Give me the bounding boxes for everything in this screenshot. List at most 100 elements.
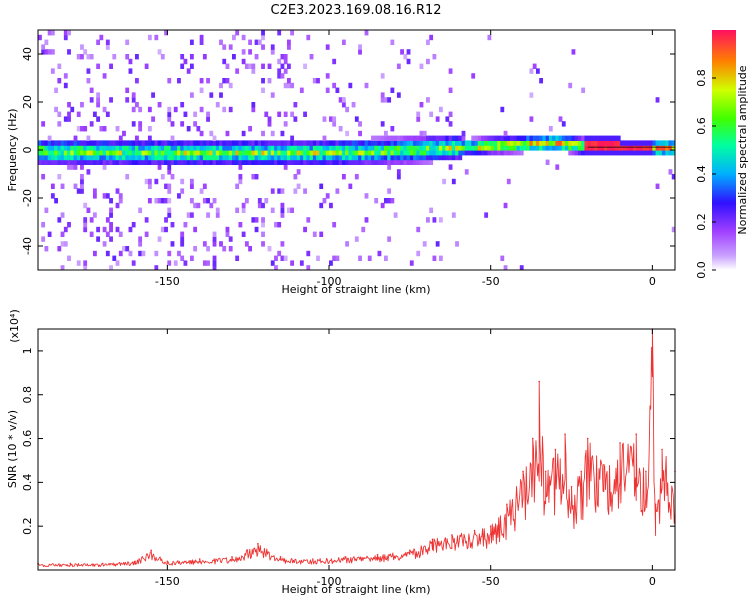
spectrogram-cell [89,217,94,223]
spectrogram-cell [610,145,615,151]
spectrogram-cell [377,250,382,257]
spectrogram-cell [261,159,265,165]
spectrogram-cell [89,159,94,165]
spectrogram-cell [183,159,188,165]
spectrogram-cell [354,140,359,146]
spectrogram-cell [574,140,579,146]
spectrogram-cell [613,140,618,146]
spectrogram-cell [270,260,275,266]
spectrogram-cell [261,241,265,247]
spectrogram-cell [125,145,130,151]
spectrogram-cell [455,150,459,156]
spectrogram-cell [105,111,110,117]
spectrogram-cell [196,126,201,132]
spectrogram-cell [160,54,165,60]
y-tick-label: 0.2 [21,517,34,535]
spectrogram-cell [257,154,262,161]
spectrogram-cell [135,154,139,161]
x-tick-label: -50 [482,575,500,588]
spectrogram-cell [57,217,62,223]
spectrogram-cell [105,159,110,165]
spectrogram-cell [364,159,369,165]
spectrogram-cell [251,217,256,223]
spectrogram-cell [183,222,188,228]
spectrogram-cell [196,202,201,209]
spectrogram-cell [270,154,275,161]
spectrogram-cell [57,145,62,151]
spectrogram-cell [426,159,430,165]
spectrogram-cell [519,150,524,156]
spectrogram-cell [490,150,495,156]
spectrogram-cell [177,250,181,257]
spectrogram-cell [500,140,505,146]
spectrogram-cell [144,150,149,156]
spectrogram-cell [235,255,240,261]
spectrogram-cell [41,174,46,180]
spectrogram-cell [228,145,233,151]
spectrogram-cell [164,159,168,165]
spectrogram-cell [523,140,527,146]
spectrogram-cell [345,140,350,146]
spectrogram-cell [303,150,307,156]
spectrogram-cell [92,250,97,257]
spectrogram-cell [147,34,152,41]
spectrogram-cell [277,30,282,36]
spectrogram-cell [448,121,453,127]
spectrogram-cell [109,154,113,161]
spectrogram-cell [345,130,350,137]
spectrogram-cell [109,159,113,165]
spectrogram-cell [396,174,401,180]
spectrogram-cell [500,145,505,151]
spectrogram-cell [105,193,110,199]
spectrogram-cell [254,174,259,180]
spectrogram-cell [396,159,401,165]
spectrogram-cell [63,159,68,165]
spectrogram-cell [144,217,149,223]
spectrogram-cell [390,140,395,146]
snr-data-point [538,380,540,383]
spectrogram-cell [306,265,311,270]
spectrogram-cell [500,255,505,261]
spectrogram-cell [238,178,243,185]
colorbar-label: Normalized spectral amplitude [736,65,749,234]
spectrogram-cell [189,54,194,60]
spectrogram-cell [257,159,262,165]
spectrogram-cell [67,154,71,161]
spectrogram-cell [38,150,42,156]
spectrogram-cell [164,154,168,161]
spectrogram-cell [422,241,427,247]
spectrogram-cell [322,140,327,146]
spectrogram-cell [296,150,301,156]
spectrogram-cell [267,63,272,69]
spectrogram-cell [426,58,430,65]
spectrogram-cell [274,140,278,146]
spectrogram-cell [277,250,282,257]
spectrogram-cell [561,121,566,127]
spectrogram-cell [189,255,194,261]
spectrogram-cell [445,150,450,156]
spectrogram-cell [141,154,146,161]
spectrogram-cell [270,159,275,165]
spectrogram-cell [380,121,385,127]
spectrogram-cell [209,202,214,209]
spectrogram-cell [458,154,463,161]
spectrogram-cell [212,231,217,237]
spectrogram-cell [387,140,392,146]
spectrogram-cell [581,87,586,93]
spectrogram-cell [118,198,123,204]
spectrogram-cell [416,135,421,141]
spectrogram-cell [296,169,301,175]
spectrogram-cell [76,154,81,161]
spectrogram-cell [303,111,307,117]
spectrogram-cell [180,241,185,247]
spectrogram-cell [151,154,155,161]
spectrogram-cell [354,145,359,151]
snr-data-point [570,485,573,488]
spectrogram-cell [47,159,52,165]
spectrogram-cell [571,49,576,55]
spectrogram-cell [199,39,204,45]
spectrogram-cell [99,145,104,151]
spectrogram-cell [57,111,62,117]
spectrogram-cell [358,121,362,127]
spectrogram-cell [261,154,265,161]
